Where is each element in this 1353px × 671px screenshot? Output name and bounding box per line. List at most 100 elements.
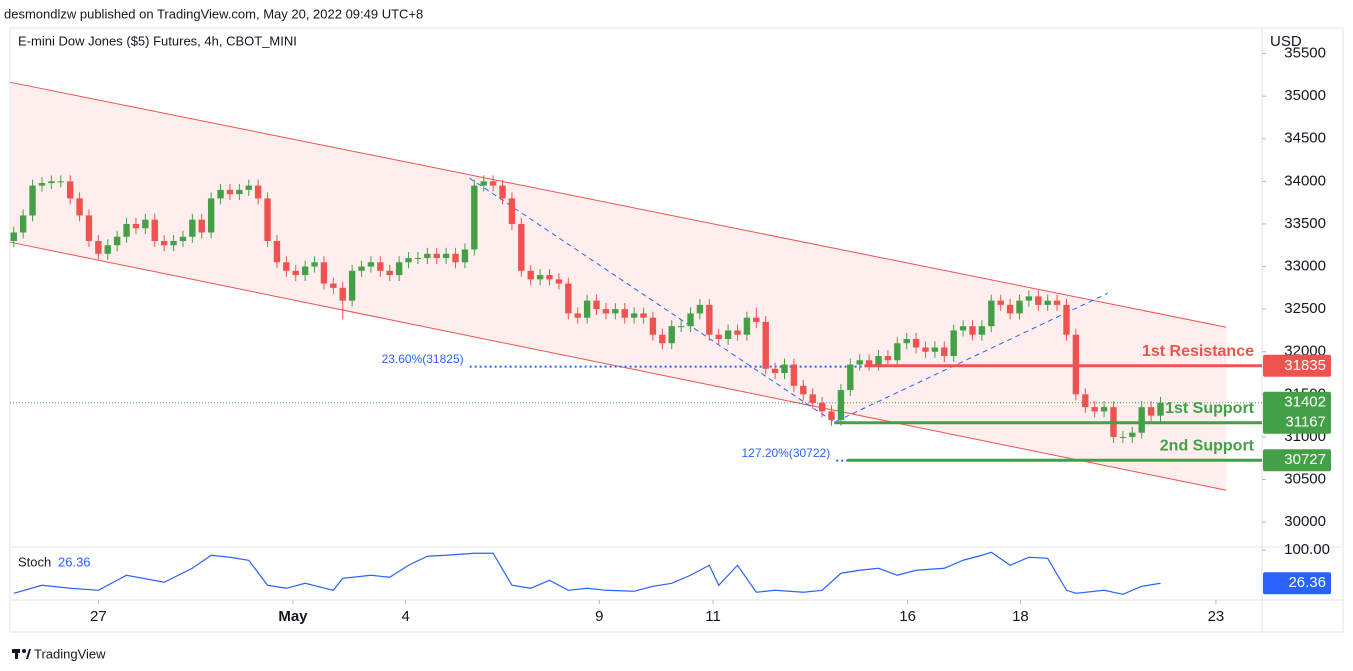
- candle-body: [10, 232, 17, 241]
- candle-body: [649, 317, 657, 335]
- candle-body: [66, 181, 74, 199]
- candle-body: [894, 343, 901, 361]
- candle-body: [132, 223, 140, 229]
- candle-body: [433, 253, 440, 259]
- stoch-line: [13, 551, 1161, 595]
- candle-body: [771, 368, 779, 374]
- candle-body: [875, 356, 882, 365]
- y-tick-label: 30500: [1284, 471, 1326, 488]
- candle-body: [151, 219, 158, 241]
- candle-body: [76, 198, 83, 216]
- candle-body: [837, 390, 845, 420]
- candle-body: [1091, 407, 1098, 412]
- fib-label: 127.20%(30722): [741, 446, 830, 460]
- candle-body: [273, 240, 281, 263]
- candle-body: [912, 338, 920, 348]
- axis-layer: 3000030500310003150032000325003300033500…: [90, 45, 1331, 625]
- candle-body: [800, 385, 807, 395]
- candle-body: [941, 347, 948, 357]
- chart-title: E-mini Dow Jones ($5) Futures, 4h, CBOT_…: [18, 33, 297, 48]
- candle-body: [226, 189, 234, 195]
- candle-body: [292, 270, 299, 276]
- candle-body: [612, 309, 619, 314]
- candle-body: [518, 223, 525, 271]
- candle-body: [348, 270, 356, 301]
- candle-body: [988, 300, 995, 327]
- footer-logo: [12, 649, 31, 659]
- candle-body: [659, 334, 666, 344]
- candle-body: [1082, 394, 1089, 408]
- candle-body: [160, 240, 168, 246]
- logo-mark: [15, 649, 18, 659]
- candle-body: [85, 215, 93, 241]
- logo-mark: [22, 649, 26, 653]
- y-tick-label: 33000: [1284, 258, 1326, 275]
- price-tag: [1263, 449, 1331, 472]
- candle-body: [367, 262, 375, 267]
- candle-body: [301, 266, 309, 276]
- channel-line: [9, 241, 1227, 491]
- candle-body: [207, 198, 215, 233]
- candle-body: [527, 270, 534, 280]
- level-label: 1st Support: [1165, 400, 1255, 417]
- x-tick-label: May: [278, 608, 308, 625]
- channel-fill: [10, 82, 1227, 491]
- candle-body: [57, 181, 64, 183]
- candle-body: [499, 185, 506, 199]
- candle-body: [142, 219, 149, 229]
- candle-body: [1100, 407, 1108, 412]
- candle-body: [217, 189, 224, 199]
- candle-body: [724, 330, 732, 339]
- candle-body: [29, 185, 36, 216]
- candle-body: [922, 347, 929, 352]
- y-tick-label: 34500: [1284, 130, 1326, 147]
- candle-body: [471, 185, 478, 250]
- stoch-value: 26.36: [58, 554, 91, 569]
- candle-body: [706, 304, 713, 335]
- candle-body: [339, 287, 346, 301]
- price-tag-label: 31835: [1284, 357, 1326, 374]
- candle-body: [405, 258, 412, 263]
- candle-body: [847, 364, 854, 391]
- candle-body: [903, 338, 910, 344]
- candle-body: [1157, 402, 1164, 416]
- candle-body: [1119, 436, 1127, 438]
- candle-body: [1044, 300, 1051, 305]
- candle-body: [452, 253, 459, 263]
- candle-body: [395, 262, 403, 276]
- logo-mark: [26, 649, 31, 659]
- candle-body: [790, 364, 798, 386]
- candle-body: [555, 279, 563, 284]
- candle-body: [865, 360, 873, 365]
- candle-body: [377, 262, 384, 271]
- candle-body: [358, 266, 365, 271]
- price-tag-label: 31167: [1285, 414, 1326, 431]
- candle-body: [461, 249, 469, 263]
- candle-body: [828, 411, 835, 420]
- level-label: 1st Resistance: [1142, 343, 1254, 360]
- candle-body: [602, 309, 610, 314]
- footer-brand: TradingView: [34, 646, 106, 661]
- candle-body: [489, 181, 497, 186]
- candle-body: [715, 334, 722, 339]
- candle-body: [38, 183, 46, 186]
- candle-body: [1006, 304, 1014, 314]
- frame: [9, 27, 1344, 633]
- trend-path: [469, 177, 1109, 423]
- candle-body: [593, 300, 600, 310]
- candle-body: [254, 185, 262, 199]
- candle-body: [1138, 407, 1145, 433]
- candle-body: [1147, 407, 1155, 416]
- price-tag: [1263, 391, 1331, 414]
- candle-body: [959, 326, 967, 331]
- stoch-tag-label: 26.36: [1288, 574, 1326, 591]
- y-tick-label: 30000: [1284, 513, 1326, 530]
- candle-body: [969, 326, 976, 335]
- candle-body: [884, 356, 892, 361]
- candle-body: [546, 275, 553, 280]
- x-tick-label: 23: [1208, 608, 1225, 625]
- candle-body: [781, 364, 788, 374]
- price-tag-label: 31402: [1284, 394, 1326, 411]
- price-tag-label: 30727: [1284, 451, 1326, 468]
